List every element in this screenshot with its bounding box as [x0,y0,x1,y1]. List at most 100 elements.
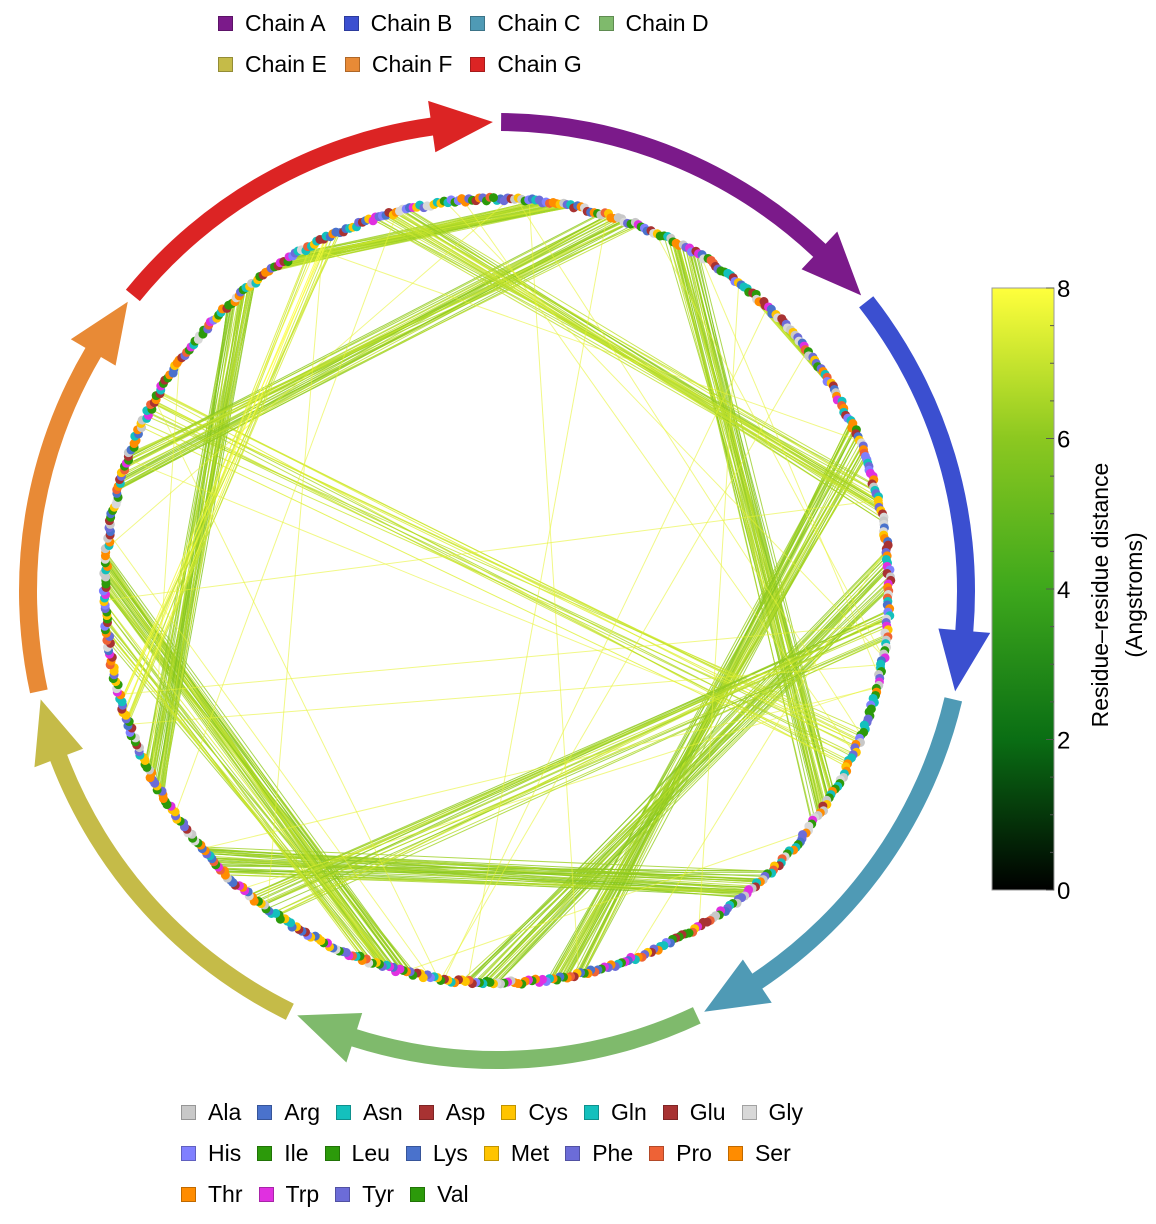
contact-chord [118,623,888,695]
contact-chord [120,219,625,481]
legend-swatch [583,1105,599,1120]
contact-chord [698,255,835,792]
legend-swatch [258,1187,274,1202]
contact-chord [691,250,835,792]
legend-item-arg: Arg [257,1092,320,1133]
contact-chord [120,231,342,701]
legend-swatch [598,16,614,31]
legend-label: Pro [676,1140,712,1166]
contact-chord [120,225,640,482]
legend-label: Gly [768,1099,804,1125]
legend-item-his: His [181,1133,241,1174]
contact-chord [251,626,888,898]
contact-chord [406,209,883,519]
legend-label: Tyr [362,1181,395,1207]
legend-label: Gln [610,1099,647,1125]
contact-chord [276,200,535,268]
legend-item-gln: Gln [583,1092,647,1133]
legend-item-trp: Trp [258,1174,319,1215]
contact-chord [105,609,387,968]
contact-chord [462,200,855,754]
contact-chord [654,232,884,658]
legend-item-tyr: Tyr [335,1174,394,1215]
contact-chord [469,550,888,983]
contact-chord [266,239,324,909]
legend-label: Chain F [371,51,453,77]
legend-label: Chain G [497,51,582,77]
contact-chord [106,629,373,963]
contact-chord [105,499,879,601]
contact-chord [408,208,877,492]
legend-item-chain-f: Chain F [344,44,453,85]
legend-item-glu: Glu [662,1092,726,1133]
legend-swatch [649,1146,665,1161]
contact-chord [241,685,878,890]
legend-item-chain-c: Chain C [470,3,581,44]
legend-swatch [218,57,233,72]
legend-item-asn: Asn [336,1092,403,1133]
legend-label: Asn [363,1099,403,1125]
contact-chord [105,622,392,969]
legend-swatch [727,1146,743,1161]
contact-chord [698,282,740,928]
legend-label: Leu [351,1140,390,1166]
contact-chord [672,240,823,812]
contact-chord [393,212,875,485]
contact-chord [276,610,889,916]
contact-chord [105,571,409,973]
contact-chord [201,687,877,850]
contact-chord [272,205,573,271]
contact-chord [104,588,381,966]
legend-swatch [344,57,360,72]
contact-chord [260,623,888,904]
legend-label: Met [510,1140,550,1166]
legend-item-cys: Cys [501,1092,568,1133]
residue-type-legend: Ala Arg Asn Asp Cys Gln Glu Gly His Ile Leu Lys Met P… [181,1092,861,1215]
contact-chord [386,214,881,511]
legend-label: Chain E [245,51,327,77]
contact-chord [146,295,240,767]
legend-swatch [181,1146,196,1161]
legend-swatch [218,16,233,31]
legend-label: Chain C [497,10,581,36]
contact-chord [491,565,889,984]
contact-chord [630,546,887,960]
contact-chord [201,848,762,881]
legend-item-gly: Gly [741,1092,804,1133]
contact-chord [396,211,880,506]
contact-chord [203,850,753,889]
contact-chord [249,614,889,896]
legend-swatch [324,1146,340,1161]
contact-chord [126,232,339,722]
legend-swatch [418,1105,434,1120]
contact-chord [122,221,630,474]
colorbar-tick-label: 2 [1057,728,1070,755]
contact-chord [226,874,750,892]
contact-chord [123,238,326,712]
legend-item-val: Val [410,1174,469,1215]
legend-swatch [483,1146,499,1161]
residue-dot [488,193,498,203]
legend-swatch [257,1105,273,1120]
legend-label: His [208,1140,242,1166]
legend-label: Chain A [245,10,326,36]
chain-arrow-chain-e [34,699,294,1020]
legend-item-chain-e: Chain E [218,44,327,85]
contact-chord [292,204,568,257]
contact-chord [372,218,881,511]
colorbar-tick-label: 6 [1057,427,1070,454]
contact-chord [124,246,311,714]
legend-swatch [470,57,486,72]
contact-chord [174,211,398,815]
colorbar-gradient [991,287,1055,891]
legend-item-phe: Phe [565,1133,633,1174]
legend-item-chain-d: Chain D [598,3,709,44]
contact-chord [209,857,753,889]
colorbar-tick-label: 0 [1057,878,1070,905]
colorbar: 0 2 4 6 8 Residue–residue distance (Angstrom… [991,276,1147,905]
contact-chord [121,221,631,478]
contact-chord [440,350,808,980]
chain-arrow-chain-c [704,697,963,1012]
legend-item-chain-b: Chain B [343,3,452,44]
contact-chord [127,234,334,725]
